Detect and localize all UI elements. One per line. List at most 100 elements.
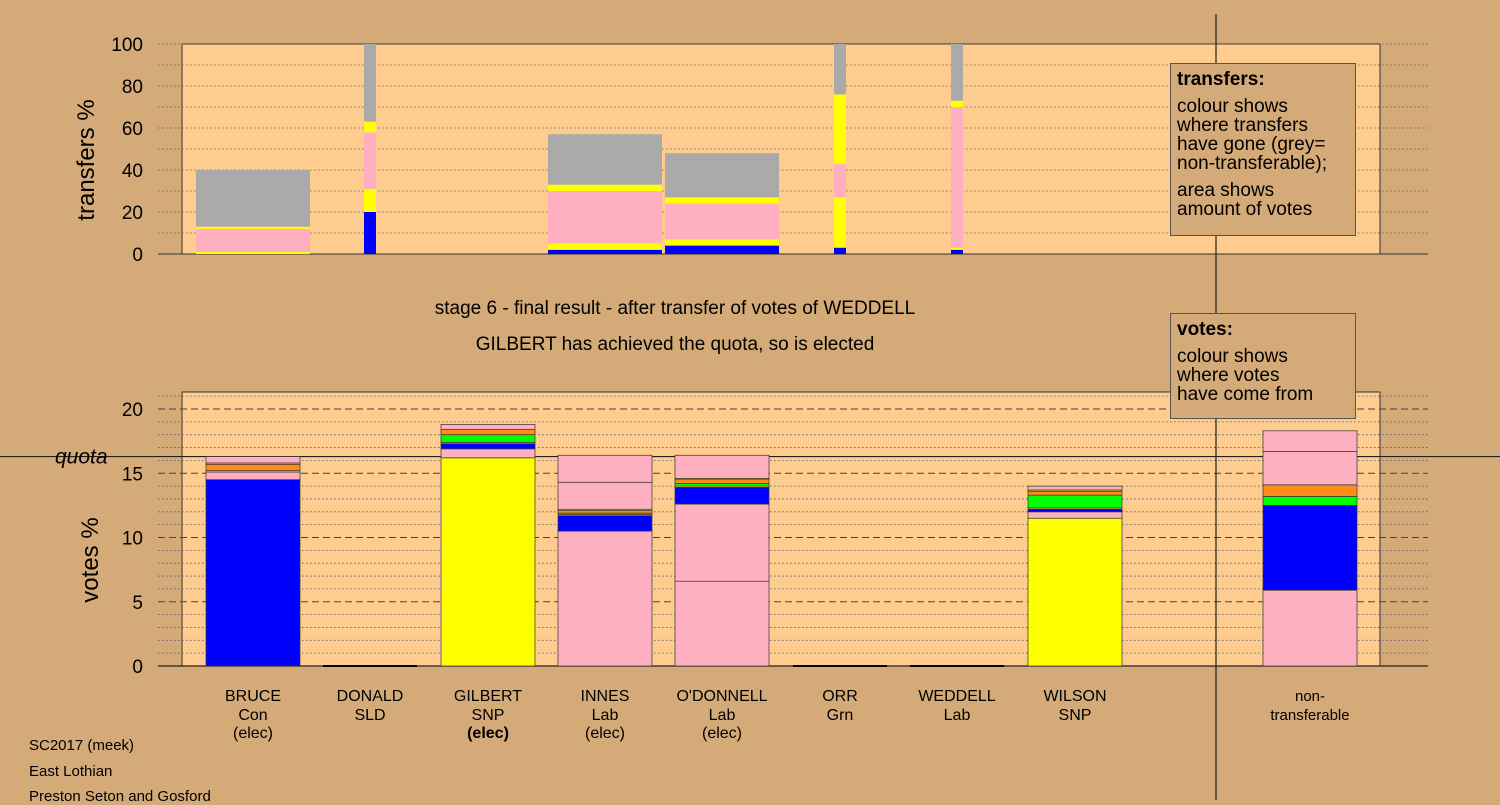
transfers-bar-segment bbox=[951, 44, 963, 101]
votes-y-tick-label: 0 bbox=[132, 657, 143, 678]
transfers-y-tick-label: 20 bbox=[122, 203, 143, 224]
transfers-legend-text-2: area shows amount of votes bbox=[1177, 181, 1355, 219]
votes-bar-segment bbox=[440, 457, 536, 667]
candidate-name-label: GILBERT bbox=[454, 688, 522, 705]
transfers-bar-segment bbox=[834, 247, 846, 254]
candidate-party-label: SLD bbox=[354, 707, 385, 724]
votes-legend-heading: votes: bbox=[1177, 319, 1233, 340]
candidate-status-label: (elec) bbox=[233, 725, 273, 742]
candidate-party-label: Lab bbox=[709, 707, 736, 724]
votes-legend-line: have come from bbox=[1177, 384, 1314, 405]
elected-title: GILBERT has achieved the quota, so is el… bbox=[476, 334, 875, 355]
transfers-bar-segment bbox=[548, 191, 662, 244]
votes-bar-segment bbox=[674, 503, 770, 582]
candidate-party-label: Con bbox=[238, 707, 267, 724]
votes-bar-segment bbox=[1027, 485, 1123, 491]
votes-bar-segment bbox=[440, 443, 536, 450]
candidate-party-label: SNP bbox=[1059, 707, 1092, 724]
candidate-party-label: Lab bbox=[944, 707, 971, 724]
votes-bar-segment bbox=[674, 580, 770, 667]
transfers-bar-segment bbox=[951, 249, 963, 254]
footer-line-3: Preston Seton and Gosford bbox=[29, 788, 211, 805]
transfers-bar-segment bbox=[834, 163, 846, 198]
candidate-name-label: ORR bbox=[822, 688, 858, 705]
candidate-party-label: SNP bbox=[472, 707, 505, 724]
transfers-bar-segment bbox=[196, 228, 310, 252]
votes-bar-segment bbox=[674, 487, 770, 505]
transfers-legend-heading: transfers: bbox=[1177, 69, 1265, 90]
transfers-bar-segment bbox=[665, 245, 779, 254]
votes-bar-segment bbox=[1262, 430, 1358, 452]
transfers-bar-segment bbox=[834, 197, 846, 248]
transfers-legend-line: have gone (grey= bbox=[1177, 134, 1326, 155]
transfers-bar-segment bbox=[548, 134, 662, 185]
votes-bar-segment bbox=[1027, 511, 1123, 519]
votes-bar-segment bbox=[205, 463, 301, 472]
candidate-name-label: BRUCE bbox=[225, 688, 281, 705]
transfers-y-tick-label: 40 bbox=[122, 161, 143, 182]
transfers-bar-segment bbox=[665, 153, 779, 198]
transfers-bar-segment bbox=[665, 197, 779, 204]
votes-bar-segment bbox=[557, 515, 653, 532]
votes-bar-segment bbox=[1262, 496, 1358, 506]
transfers-bar-segment bbox=[834, 94, 846, 164]
transfers-legend-text-1: colour shows where transfers have gone (gr… bbox=[1177, 97, 1355, 173]
transfers-bar-segment bbox=[196, 226, 310, 229]
votes-legend-line: where votes bbox=[1177, 365, 1280, 386]
candidate-name-label: O'DONNELL bbox=[676, 688, 767, 705]
votes-bar-segment bbox=[205, 456, 301, 464]
transfers-bar-segment bbox=[196, 170, 310, 227]
votes-bar-segment bbox=[1262, 589, 1358, 667]
votes-bar-segment bbox=[674, 479, 770, 484]
transfers-legend-line: area shows bbox=[1177, 180, 1275, 201]
votes-bar-segment bbox=[1262, 505, 1358, 591]
transfers-bar-segment bbox=[951, 100, 963, 107]
transfers-bar-segment bbox=[548, 243, 662, 250]
transfers-legend-line: amount of votes bbox=[1177, 199, 1313, 220]
votes-y-axis-label: votes % bbox=[77, 517, 104, 602]
votes-bar-segment bbox=[440, 434, 536, 443]
transfers-bar-segment bbox=[364, 188, 376, 212]
votes-bar-segment bbox=[557, 454, 653, 483]
transfers-legend-line: colour shows bbox=[1177, 96, 1288, 117]
votes-y-tick-label: 5 bbox=[132, 593, 143, 614]
transfers-y-tick-label: 0 bbox=[132, 245, 143, 266]
votes-bar-segment bbox=[205, 479, 301, 667]
votes-bar-segment bbox=[1027, 490, 1123, 496]
candidate-party-label: Grn bbox=[827, 707, 854, 724]
transfers-y-axis-label: transfers % bbox=[73, 99, 100, 220]
votes-y-tick-label: 10 bbox=[122, 529, 143, 550]
votes-bar-segment bbox=[674, 483, 770, 487]
candidate-status-label: (elec) bbox=[467, 725, 509, 742]
transfers-bar-segment bbox=[364, 44, 376, 122]
votes-bar-segment bbox=[440, 448, 536, 459]
transfers-y-tick-label: 60 bbox=[122, 119, 143, 140]
transfers-bar-segment bbox=[196, 251, 310, 254]
transfers-bar-segment bbox=[951, 247, 963, 250]
quota-label: quota bbox=[55, 446, 108, 469]
votes-bar-segment bbox=[557, 510, 653, 514]
transfers-bar-segment bbox=[665, 203, 779, 240]
transfers-bar-segment bbox=[548, 184, 662, 191]
transfers-y-tick-label: 80 bbox=[122, 77, 143, 98]
votes-plot-panel bbox=[181, 391, 1381, 667]
votes-bar-segment bbox=[557, 530, 653, 667]
votes-bar-segment bbox=[674, 454, 770, 479]
votes-bar-segment bbox=[1027, 517, 1123, 667]
transfers-legend-line: non-transferable); bbox=[1177, 153, 1327, 174]
candidate-party-label: Lab bbox=[592, 707, 619, 724]
votes-legend-text: colour shows where votes have come from bbox=[1177, 347, 1355, 404]
votes-bar-segment bbox=[1262, 484, 1358, 497]
votes-bar-segment bbox=[1027, 508, 1123, 513]
transfers-y-tick-label: 100 bbox=[111, 35, 143, 56]
candidate-name-label: non- bbox=[1295, 688, 1325, 705]
transfers-bar-segment bbox=[364, 132, 376, 189]
votes-bar-segment bbox=[205, 471, 301, 481]
transfers-bar-segment bbox=[834, 44, 846, 95]
candidate-name-label: INNES bbox=[581, 688, 630, 705]
stage-title: stage 6 - final result - after transfer … bbox=[435, 298, 915, 319]
transfers-bar-segment bbox=[665, 239, 779, 246]
transfers-bar-segment bbox=[364, 212, 376, 254]
footer-line-2: East Lothian bbox=[29, 763, 113, 780]
votes-bar-segment bbox=[1262, 451, 1358, 486]
